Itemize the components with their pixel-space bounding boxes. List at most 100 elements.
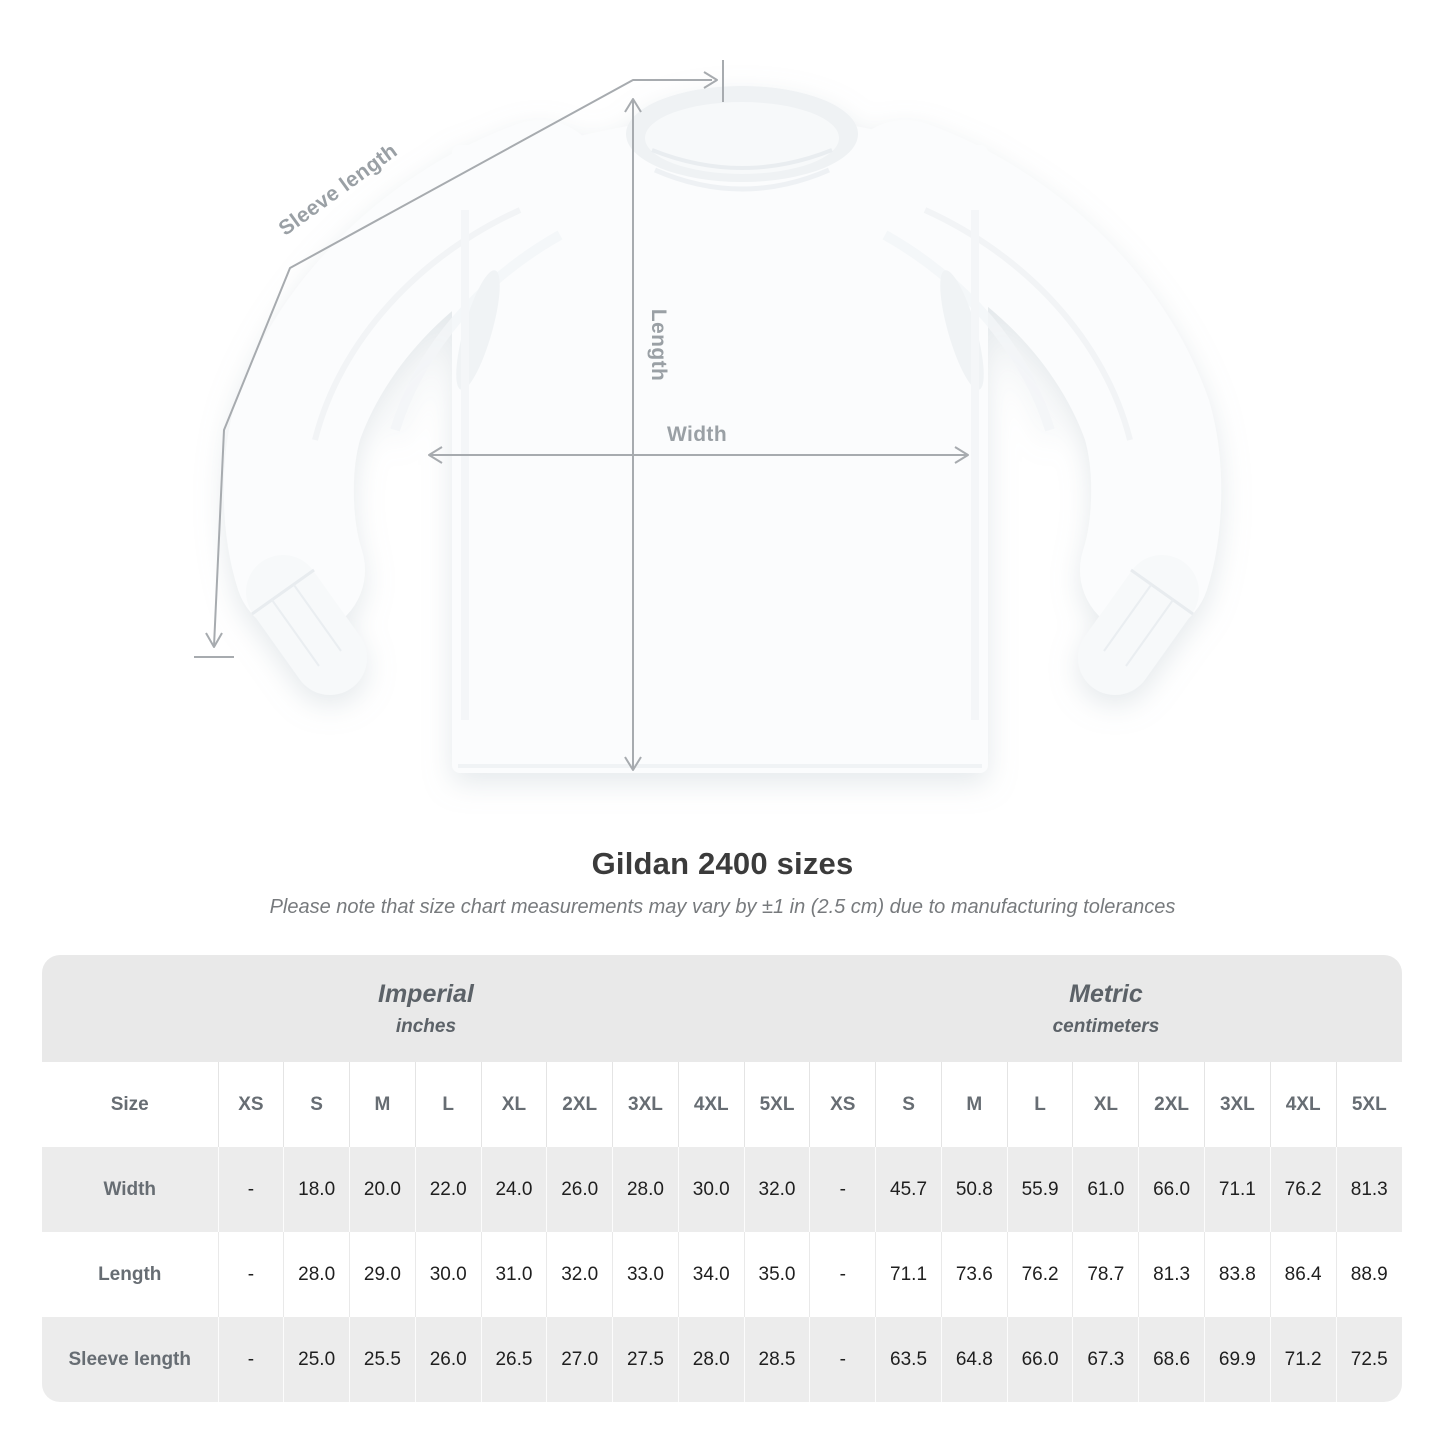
measurement-cell: 61.0 <box>1072 1147 1139 1232</box>
measurement-cell: 69.9 <box>1203 1317 1271 1402</box>
measurement-cell: 31.0 <box>480 1232 547 1317</box>
size-col-imperial-3xl: 3XL <box>612 1062 679 1147</box>
measurement-cell: 81.3 <box>1335 1147 1402 1232</box>
imperial-band-title: Imperial <box>378 979 474 1008</box>
measurement-cell: 83.8 <box>1203 1232 1271 1317</box>
sleeve-length-line <box>194 60 724 658</box>
size-col-metric-3xl: 3XL <box>1203 1062 1271 1147</box>
measurement-cell: 18.0 <box>283 1147 350 1232</box>
measurement-cell: 68.6 <box>1138 1317 1205 1402</box>
measurement-cell: - <box>217 1317 284 1402</box>
size-col-imperial-xl: XL <box>480 1062 547 1147</box>
imperial-band-unit: inches <box>395 1016 457 1038</box>
measurement-cell: 86.4 <box>1269 1232 1337 1317</box>
measurement-cell: 28.5 <box>743 1317 810 1402</box>
size-col-metric-l: L <box>1006 1062 1073 1147</box>
measurement-lines <box>194 60 969 771</box>
measurement-cell: 26.5 <box>480 1317 547 1402</box>
measurement-cell: 78.7 <box>1072 1232 1139 1317</box>
measurement-cell: 25.0 <box>283 1317 350 1402</box>
measurement-cell: 33.0 <box>612 1232 679 1317</box>
size-col-metric-m: M <box>940 1062 1008 1147</box>
length-label: Length <box>647 309 670 381</box>
page-title: Gildan 2400 sizes <box>591 846 854 881</box>
size-col-metric-xs: XS <box>809 1062 876 1147</box>
measurement-cell: 27.5 <box>612 1317 679 1402</box>
size-header-row: Size XS S M L XL 2XL 3XL 4XL 5XL XS S M L XL 2XL 3XL 4XL… <box>42 1062 1402 1147</box>
measurement-cell: 76.2 <box>1006 1232 1073 1317</box>
measurement-cell: 30.0 <box>677 1147 745 1232</box>
size-col-metric-2xl: 2XL <box>1138 1062 1205 1147</box>
measurement-cell: 30.0 <box>414 1232 482 1317</box>
size-col-imperial-5xl: 5XL <box>743 1062 810 1147</box>
width-label: Width <box>667 423 727 446</box>
size-col-imperial-m: M <box>349 1062 416 1147</box>
width-line <box>428 446 969 464</box>
long-sleeve-shirt-illustration <box>223 86 1222 773</box>
measurement-cell: 24.0 <box>480 1147 547 1232</box>
measurement-cell: - <box>217 1232 284 1317</box>
size-col-imperial-s: S <box>283 1062 350 1147</box>
measurement-cell: 22.0 <box>414 1147 482 1232</box>
measurement-cell: 20.0 <box>349 1147 416 1232</box>
measurement-cell: 72.5 <box>1335 1317 1402 1402</box>
table-row: Sleeve length -25.0 25.5 26.0 26.5 27.0 27.5 28… <box>42 1317 1402 1402</box>
measurement-cell: 67.3 <box>1072 1317 1139 1402</box>
measurement-cell: 81.3 <box>1138 1232 1205 1317</box>
size-header-cell: Size <box>42 1062 218 1147</box>
measurement-cell: 76.2 <box>1269 1147 1337 1232</box>
measurement-cell: 66.0 <box>1138 1147 1205 1232</box>
measurement-cell: 28.0 <box>283 1232 350 1317</box>
size-col-metric-s: S <box>875 1062 942 1147</box>
measurement-cell: 45.7 <box>875 1147 942 1232</box>
measurement-cell: 88.9 <box>1335 1232 1402 1317</box>
measurement-cell: - <box>809 1317 876 1402</box>
size-col-imperial-4xl: 4XL <box>677 1062 745 1147</box>
tolerance-note: Please note that size chart measurements… <box>269 896 1176 918</box>
row-label: Width <box>103 1178 157 1200</box>
measurement-cell: 27.0 <box>546 1317 613 1402</box>
measurement-cell: - <box>217 1147 284 1232</box>
size-table: Imperial inches Metric centimeters Size … <box>42 955 1402 1402</box>
measurement-cell: 71.2 <box>1269 1317 1337 1402</box>
measurement-cell: 29.0 <box>349 1232 416 1317</box>
measurement-cell: 28.0 <box>677 1317 745 1402</box>
measurement-cell: 34.0 <box>677 1232 745 1317</box>
table-row: Length -28.0 29.0 30.0 31.0 32.0 33.0 34.0 35.0-… <box>42 1232 1402 1317</box>
size-col-metric-4xl: 4XL <box>1269 1062 1337 1147</box>
measurement-cell: 63.5 <box>875 1317 942 1402</box>
measurement-cell: 66.0 <box>1006 1317 1073 1402</box>
table-row: Width -18.0 20.0 22.0 24.0 26.0 28.0 30.0 32.0-4… <box>42 1147 1402 1232</box>
metric-band-unit: centimeters <box>1052 1016 1160 1038</box>
row-label: Sleeve length <box>68 1348 192 1370</box>
measurement-cell: 73.6 <box>940 1232 1008 1317</box>
metric-band-title: Metric <box>1069 979 1143 1008</box>
measurement-cell: 55.9 <box>1006 1147 1073 1232</box>
size-col-metric-5xl: 5XL <box>1335 1062 1402 1147</box>
row-label: Length <box>98 1263 162 1285</box>
unit-band-row: Imperial inches Metric centimeters <box>42 955 1402 1062</box>
measurement-cell: - <box>809 1147 876 1232</box>
measurement-cell: 26.0 <box>414 1317 482 1402</box>
measurement-cell: 71.1 <box>1203 1147 1271 1232</box>
measurement-cell: - <box>809 1232 876 1317</box>
measurement-cell: 71.1 <box>875 1232 942 1317</box>
imperial-band: Imperial inches <box>42 955 810 1062</box>
shirt-measurement-diagram: Sleeve length Length Width <box>194 60 1222 773</box>
measurement-cell: 32.0 <box>546 1232 613 1317</box>
measurement-cell: 64.8 <box>940 1317 1008 1402</box>
measurement-cell: 50.8 <box>940 1147 1008 1232</box>
measurement-cell: 35.0 <box>743 1232 810 1317</box>
size-col-imperial-2xl: 2XL <box>546 1062 613 1147</box>
measurement-rows: Width -18.0 20.0 22.0 24.0 26.0 28.0 30.0 32.0-4… <box>42 1147 1402 1402</box>
size-col-imperial-xs: XS <box>217 1062 284 1147</box>
metric-band: Metric centimeters <box>809 955 1402 1062</box>
measurement-cell: 25.5 <box>349 1317 416 1402</box>
length-line <box>624 98 642 771</box>
measurement-cell: 26.0 <box>546 1147 613 1232</box>
size-col-imperial-l: L <box>414 1062 482 1147</box>
measurement-cell: 28.0 <box>612 1147 679 1232</box>
size-col-metric-xl: XL <box>1072 1062 1139 1147</box>
size-table-container: Imperial inches Metric centimeters Size … <box>42 955 1402 1402</box>
